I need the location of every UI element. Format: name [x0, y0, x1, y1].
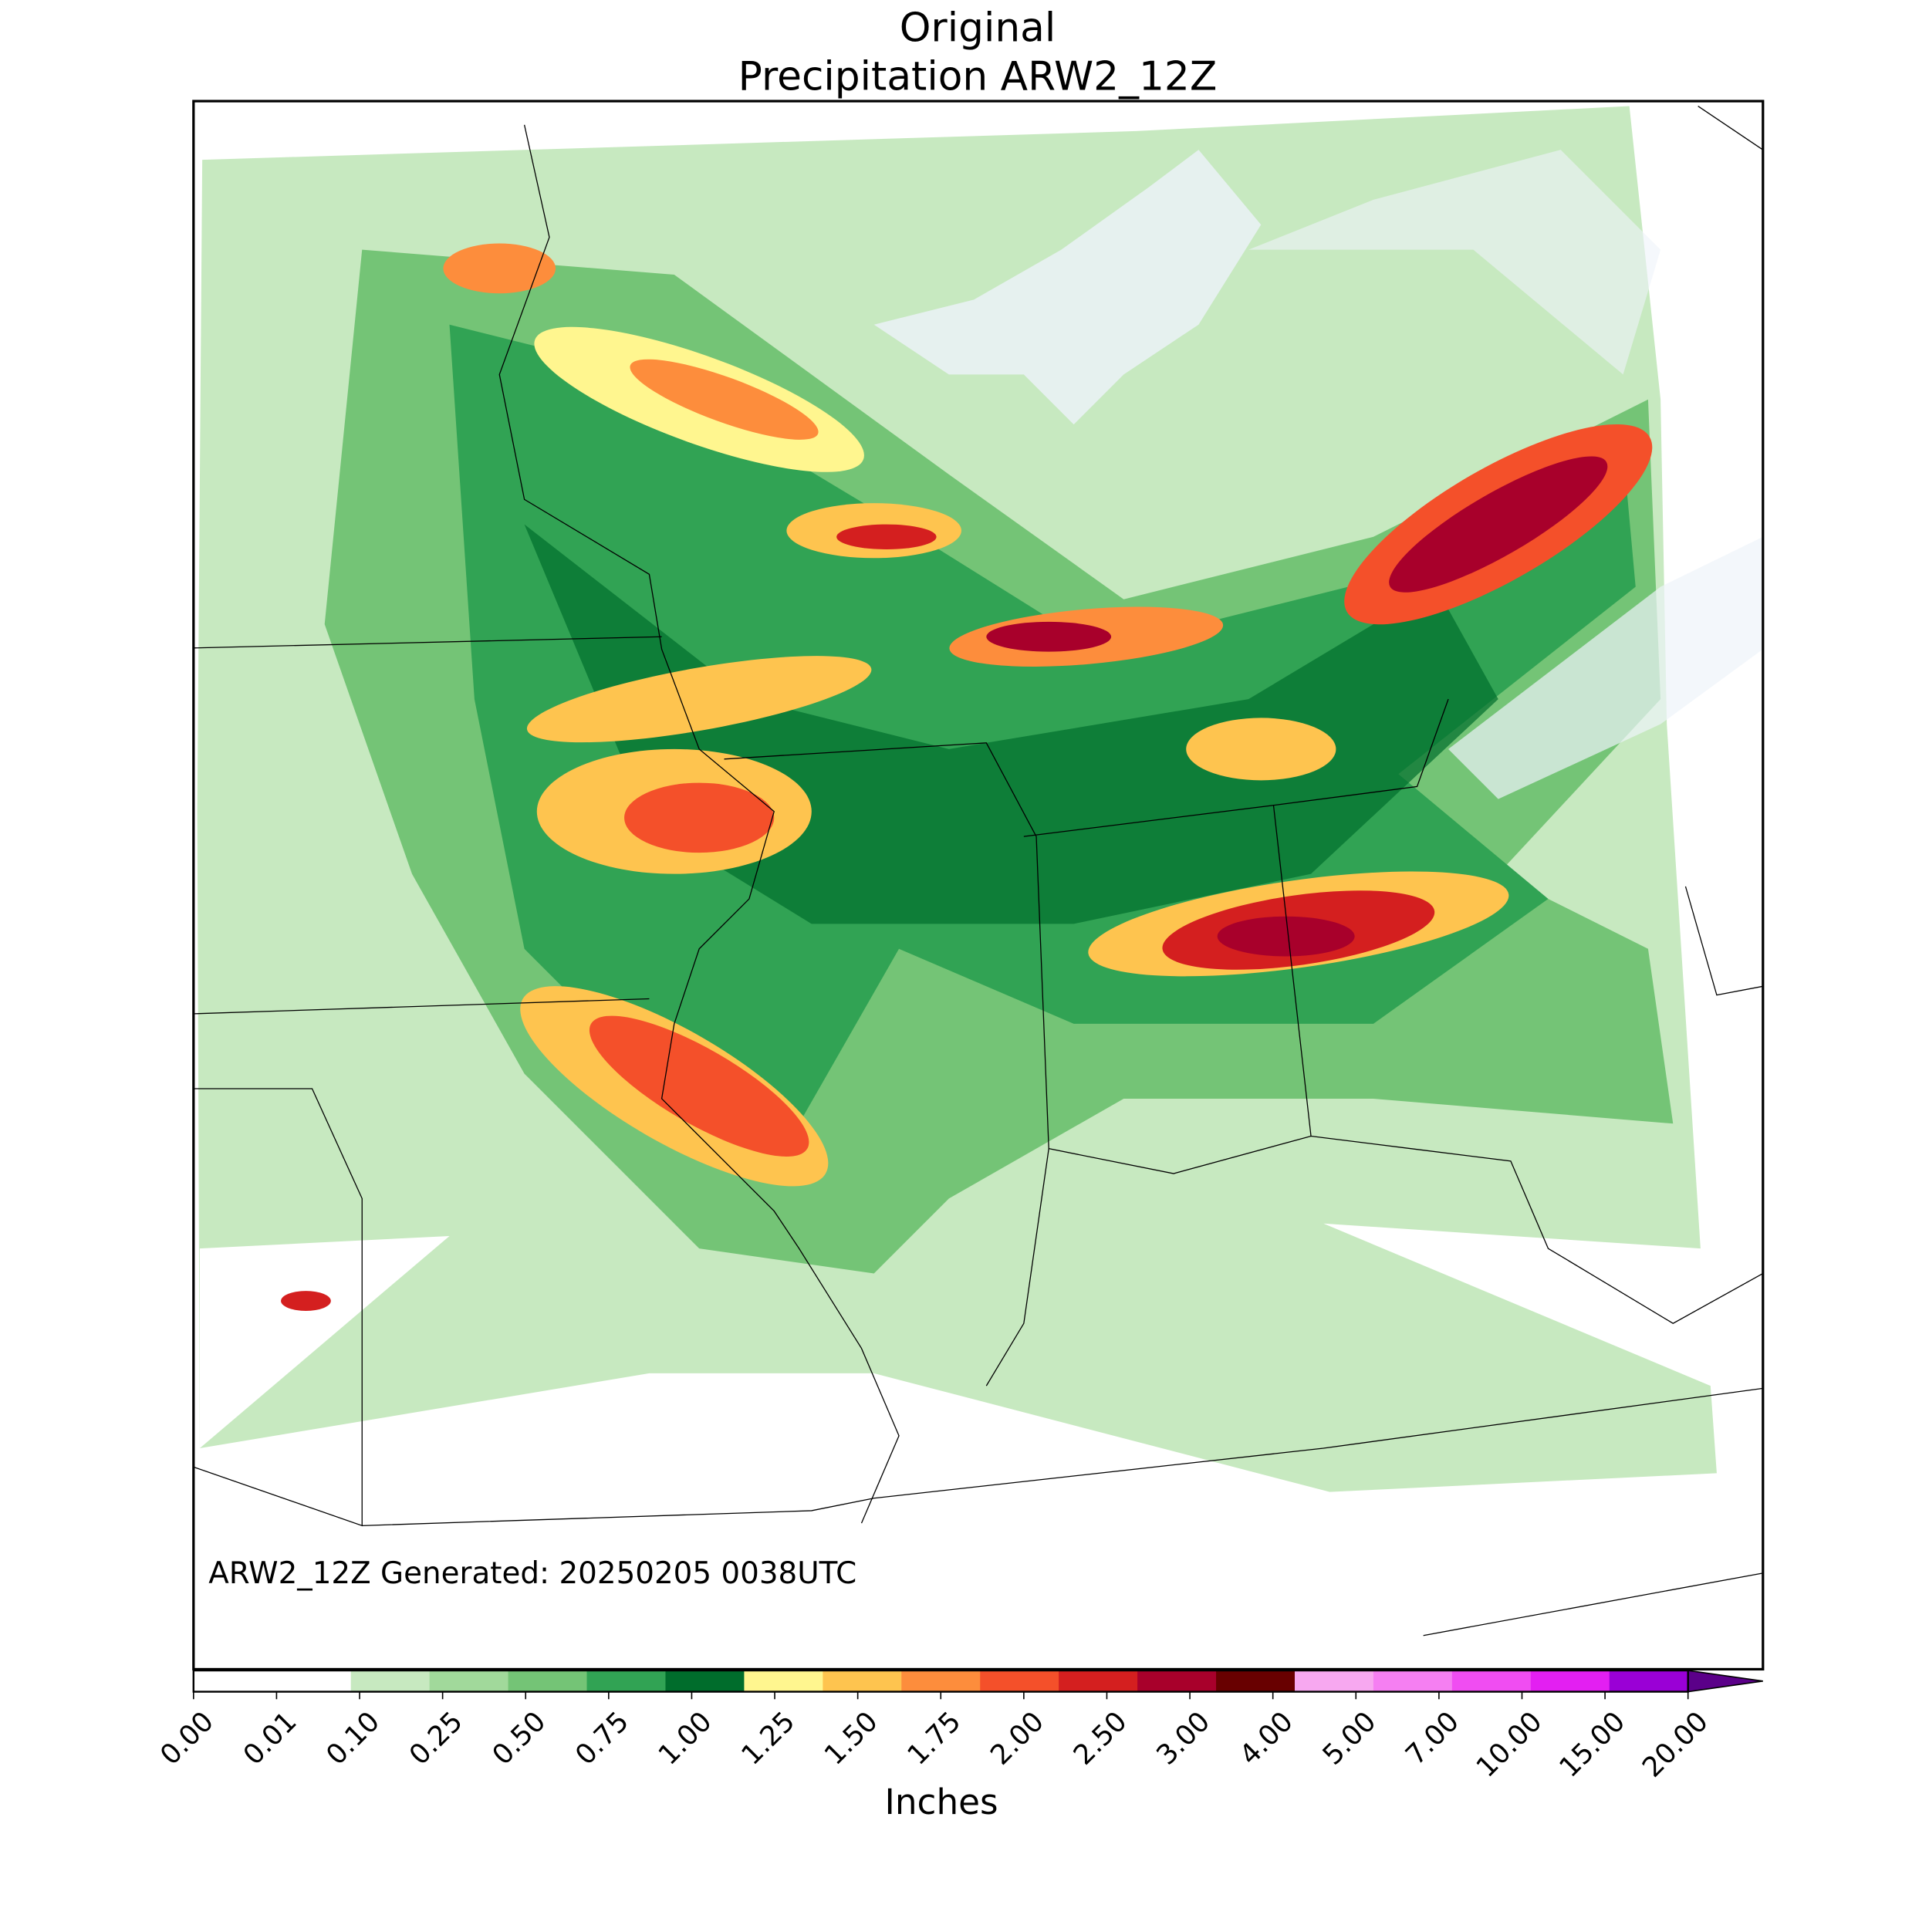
precip-area [443, 243, 556, 294]
colorbar-extend [1687, 1670, 1763, 1693]
colorbar-tick-label: 1.50 [819, 1706, 884, 1772]
colorbar-tick-label: 3.00 [1150, 1706, 1216, 1772]
colorbar-tick-label: 20.00 [1637, 1706, 1714, 1784]
precip-area [1186, 718, 1336, 781]
colorbar-label: Inches [884, 1782, 998, 1822]
precip-area [836, 524, 937, 549]
colorbar-tick-label: 5.00 [1316, 1706, 1382, 1772]
colorbar-tick-label: 0.25 [404, 1706, 469, 1772]
colorbar-bin [1373, 1670, 1453, 1692]
colorbar-tick-label: 1.00 [653, 1706, 718, 1772]
title-line: Precipitation ARW2_12Z [738, 54, 1218, 100]
dry-area [199, 1235, 450, 1449]
colorbar-bin [586, 1670, 666, 1692]
precip-area [281, 1291, 331, 1312]
colorbar: 0.00 0.01 0.10 0.25 0.50 0.75 1.00 1.25 1.50 1.75… [154, 1669, 1763, 1784]
colorbar-bin [1451, 1670, 1532, 1692]
colorbar-bin [193, 1670, 272, 1692]
colorbar-tick-label: 15.00 [1553, 1706, 1631, 1784]
annotation: ARW2_12Z Generated: 20250205 0038UTC [208, 1556, 856, 1591]
lake [873, 150, 1262, 425]
colorbar-tick-label: 1.75 [901, 1706, 967, 1772]
colorbar-tick-label: 0.01 [238, 1706, 303, 1772]
colorbar-bin [1530, 1670, 1610, 1692]
precip-area [526, 656, 872, 743]
colorbar-tick-label: 2.50 [1068, 1706, 1133, 1772]
colorbar-bin [901, 1670, 981, 1692]
colorbar-tick-label: 1.25 [735, 1706, 801, 1772]
colorbar-bin [1294, 1670, 1374, 1692]
colorbar-bin [980, 1670, 1059, 1692]
colorbar-bin [429, 1670, 509, 1692]
colorbar-bin [1059, 1670, 1138, 1692]
lake [1448, 536, 1763, 799]
map-frame [192, 100, 1765, 1671]
precip-area [986, 621, 1112, 652]
colorbar-tick-label: 0.00 [154, 1706, 220, 1772]
colorbar-bin [350, 1670, 431, 1692]
colorbar-tick-label: 2.00 [985, 1706, 1050, 1772]
colorbar-tick-label: 0.10 [320, 1706, 386, 1772]
precip-area [1217, 916, 1355, 957]
colorbar-tick-label: 7.00 [1400, 1706, 1465, 1772]
borders [193, 106, 1763, 1636]
title-line: Original [900, 5, 1056, 51]
colorbar-bin [744, 1670, 823, 1692]
colorbar-bin [665, 1670, 745, 1692]
precip-area [630, 359, 819, 440]
colorbar-bin [272, 1670, 352, 1692]
colorbar-bin [1137, 1670, 1217, 1692]
map [192, 100, 1765, 1671]
colorbar-bin [1216, 1670, 1296, 1692]
precip-area [624, 782, 775, 853]
precip-area [1389, 456, 1608, 593]
colorbar-bin [823, 1670, 902, 1692]
colorbar-tick-label: 0.75 [569, 1706, 635, 1772]
colorbar-bin [1609, 1670, 1689, 1692]
colorbar-tick-label: 0.50 [486, 1706, 552, 1772]
precip-area [589, 1015, 809, 1157]
colorbar-tick-label: 10.00 [1471, 1706, 1549, 1784]
colorbar-bin [508, 1670, 588, 1692]
lake [1248, 150, 1661, 375]
colorbar-tick-label: 4.00 [1234, 1706, 1299, 1772]
